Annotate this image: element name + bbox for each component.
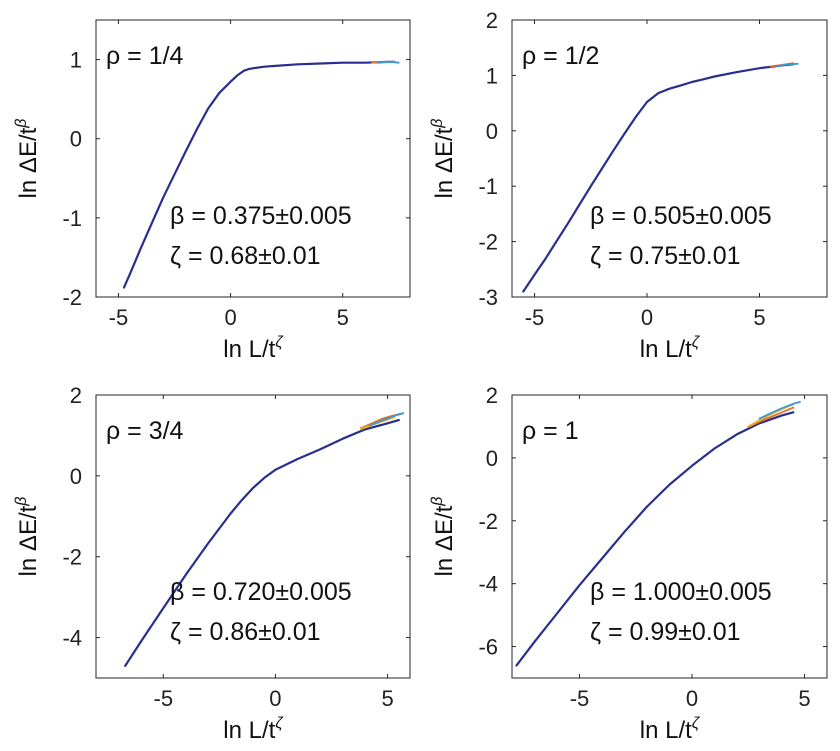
- x-tick-label: -5: [570, 686, 590, 711]
- x-tick-label: 0: [686, 686, 698, 711]
- panel-annotation: ζ = 0.86±0.01: [170, 618, 321, 646]
- chart-panel-4: -5 0 5 -6 -4 -2 0 2 ln L/tζ ln ΔE/tβ ρ = 1 β = 1.00…: [429, 383, 828, 744]
- y-tick-label: 0: [70, 127, 82, 152]
- y-tick-label: 0: [486, 119, 498, 144]
- plot-area: [511, 394, 828, 679]
- x-axis-title: ln L/tζ: [223, 715, 284, 744]
- panel-annotation: ρ = 1/2: [522, 42, 599, 70]
- y-tick-label: -4: [62, 626, 82, 651]
- series-line-1: [122, 60, 396, 289]
- series-group: [515, 400, 801, 667]
- series-line-3: [776, 62, 799, 67]
- panel-annotation: ζ = 0.75±0.01: [590, 242, 741, 270]
- y-tick-label: 2: [70, 383, 82, 408]
- panel-annotation: β = 0.720±0.005: [170, 578, 352, 606]
- chart-panel-1: -5 0 5 -2 -1 0 1 ln L/tζ ln ΔE/tβ ρ = 1/4 β = 0.37…: [13, 19, 411, 363]
- panel-annotation: ζ = 0.99±0.01: [590, 618, 741, 646]
- x-tick-label: 5: [753, 305, 765, 330]
- series-group: [124, 412, 405, 668]
- x-tick-label: 5: [798, 686, 810, 711]
- y-tick-label: -2: [62, 285, 82, 310]
- panel-annotation: ρ = 3/4: [106, 417, 184, 445]
- series-line-1: [515, 411, 795, 667]
- x-tick-label: 5: [381, 686, 393, 711]
- y-axis-title: ln ΔE/tβ: [429, 119, 458, 199]
- x-tick-label: 0: [641, 305, 653, 330]
- x-axis-title: ln L/tζ: [640, 334, 701, 363]
- y-tick-label: -2: [478, 509, 498, 534]
- y-tick-label: -6: [478, 635, 498, 660]
- panel-annotation: β = 0.505±0.005: [590, 202, 772, 230]
- x-axis-title: ln L/tζ: [223, 334, 284, 363]
- y-tick-label: -1: [62, 206, 82, 231]
- series-line-1: [522, 63, 795, 293]
- x-tick-label: -5: [525, 305, 545, 330]
- y-tick-label: -2: [62, 545, 82, 570]
- panel-annotation: ρ = 1: [522, 417, 579, 445]
- y-tick-label: -3: [478, 285, 498, 310]
- series-group: [122, 60, 400, 289]
- x-tick-label: -5: [154, 686, 174, 711]
- y-tick-label: 0: [486, 446, 498, 471]
- x-axis-title: ln L/tζ: [640, 715, 701, 744]
- y-tick-label: -4: [478, 572, 498, 597]
- series-group: [522, 62, 799, 293]
- y-axis-title: ln ΔE/tβ: [13, 119, 42, 199]
- y-tick-label: 1: [486, 63, 498, 88]
- panel-annotation: β = 1.000±0.005: [590, 578, 772, 606]
- y-tick-label: 2: [486, 8, 498, 33]
- panel-annotation: β = 0.375±0.005: [170, 202, 352, 230]
- x-tick-label: -5: [109, 305, 129, 330]
- y-axis-title: ln ΔE/tβ: [13, 497, 42, 577]
- y-axis-title: ln ΔE/tβ: [429, 497, 458, 577]
- series-line-2: [747, 406, 795, 429]
- y-tick-label: -1: [478, 174, 498, 199]
- x-tick-label: 0: [224, 305, 236, 330]
- series-line-4: [758, 400, 801, 420]
- chart-panel-2: -5 0 5 -3 -2 -1 0 1 2 ln L/tζ ln ΔE/tβ ρ = 1/2 β = 0…: [429, 8, 828, 363]
- panel-annotation: ρ = 1/4: [106, 42, 184, 70]
- y-tick-label: 0: [70, 464, 82, 489]
- x-tick-label: 0: [269, 686, 281, 711]
- panel-annotation: ζ = 0.68±0.01: [170, 242, 321, 270]
- plot-area: [95, 19, 411, 298]
- series-line-4: [368, 412, 405, 427]
- x-tick-label: 5: [337, 305, 349, 330]
- y-tick-label: 1: [70, 48, 82, 73]
- y-tick-label: -2: [478, 230, 498, 255]
- series-line-3: [377, 61, 400, 64]
- series-line-1: [124, 419, 400, 668]
- y-tick-label: 2: [486, 383, 498, 408]
- chart-panel-3: -5 0 5 -4 -2 0 2 ln L/tζ ln ΔE/tβ ρ = 3/4 β = 0.72…: [13, 383, 411, 744]
